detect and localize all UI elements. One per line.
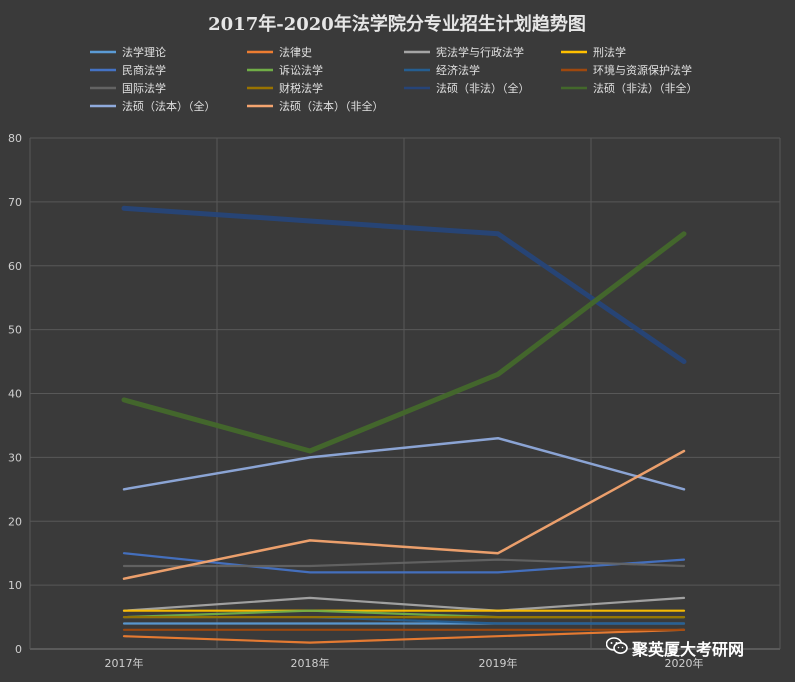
grid <box>29 137 781 650</box>
legend-label: 国际法学 <box>122 81 166 95</box>
series-line <box>122 552 686 574</box>
legend-label: 法硕（非法）（非全） <box>593 81 698 95</box>
y-tick-label: 0 <box>15 643 22 656</box>
legend-label: 民商法学 <box>122 63 166 77</box>
legend-item: 法律史 <box>247 45 312 59</box>
wechat-icon <box>606 637 628 654</box>
legend-item: 国际法学 <box>90 81 166 95</box>
y-tick-label: 60 <box>8 260 22 273</box>
legend-label: 刑法学 <box>593 45 626 59</box>
legend-label: 法学理论 <box>122 45 166 59</box>
x-axis: 2017年 2018年 2019年 2020年 <box>105 656 704 670</box>
legend-item: 财税法学 <box>247 81 323 95</box>
y-tick-label: 30 <box>8 451 22 464</box>
legend-item: 法学理论 <box>90 45 166 59</box>
legend-label: 诉讼法学 <box>279 63 323 77</box>
legend-item: 刑法学 <box>561 45 626 59</box>
x-tick-label: 2018年 <box>291 656 330 670</box>
series-line <box>121 231 687 454</box>
legend-item: 民商法学 <box>90 63 166 77</box>
y-axis: 0 10 20 30 40 50 60 70 80 <box>8 132 22 656</box>
series-line <box>122 628 686 644</box>
series-line <box>121 205 687 365</box>
x-tick-label: 2020年 <box>665 656 704 670</box>
legend-label: 法硕（法本）（非全） <box>279 99 384 113</box>
series-line <box>122 449 686 580</box>
series-line <box>122 558 686 568</box>
legend-item: 法硕（非法）（非全） <box>561 81 698 95</box>
legend-label: 经济法学 <box>436 63 480 77</box>
legend-label: 法硕（非法）（全） <box>436 81 530 95</box>
legend-label: 宪法学与行政法学 <box>436 45 524 59</box>
legend-item: 法硕（法本）（全） <box>90 99 216 113</box>
chart-title: 2017年-2020年法学院分专业招生计划趋势图 <box>208 13 586 35</box>
legend-label: 法律史 <box>279 45 312 59</box>
legend-item: 诉讼法学 <box>247 63 323 77</box>
series-line <box>122 436 686 491</box>
legend-label: 财税法学 <box>279 81 323 95</box>
y-tick-label: 20 <box>8 515 22 528</box>
y-tick-label: 10 <box>8 579 22 592</box>
y-tick-label: 70 <box>8 196 22 209</box>
legend-label: 法硕（法本）（全） <box>122 99 216 113</box>
legend-item: 宪法学与行政法学 <box>404 45 524 59</box>
x-tick-label: 2019年 <box>479 656 518 670</box>
x-tick-label: 2017年 <box>105 656 144 670</box>
legend-item: 法硕（法本）（非全） <box>247 99 384 113</box>
watermark-text: 聚英厦大考研网 <box>632 640 745 659</box>
y-tick-label: 80 <box>8 132 22 145</box>
legend-label: 环境与资源保护法学 <box>593 63 692 77</box>
series-line <box>122 596 686 612</box>
legend-item: 法硕（非法）（全） <box>404 81 530 95</box>
y-tick-label: 40 <box>8 388 22 401</box>
y-tick-label: 50 <box>8 324 22 337</box>
legend-item: 环境与资源保护法学 <box>561 63 692 77</box>
legend-item: 经济法学 <box>404 63 480 77</box>
series-lines <box>121 205 687 644</box>
